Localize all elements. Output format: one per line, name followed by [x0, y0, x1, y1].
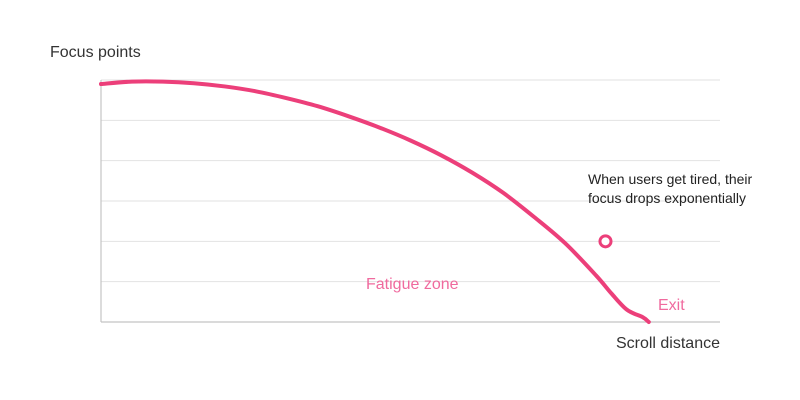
- y-axis-title: Focus points: [50, 44, 141, 61]
- exit-label: Exit: [658, 297, 685, 314]
- gridlines: [101, 79, 720, 283]
- annotation-line-2: focus drops exponentially: [588, 190, 746, 206]
- x-axis-title: Scroll distance: [616, 335, 720, 352]
- fatigue-zone-label: Fatigue zone: [366, 276, 459, 293]
- annotation-line-1: When users get tired, their: [588, 171, 753, 187]
- fatigue-marker: [598, 234, 613, 249]
- focus-curve: [99, 79, 651, 324]
